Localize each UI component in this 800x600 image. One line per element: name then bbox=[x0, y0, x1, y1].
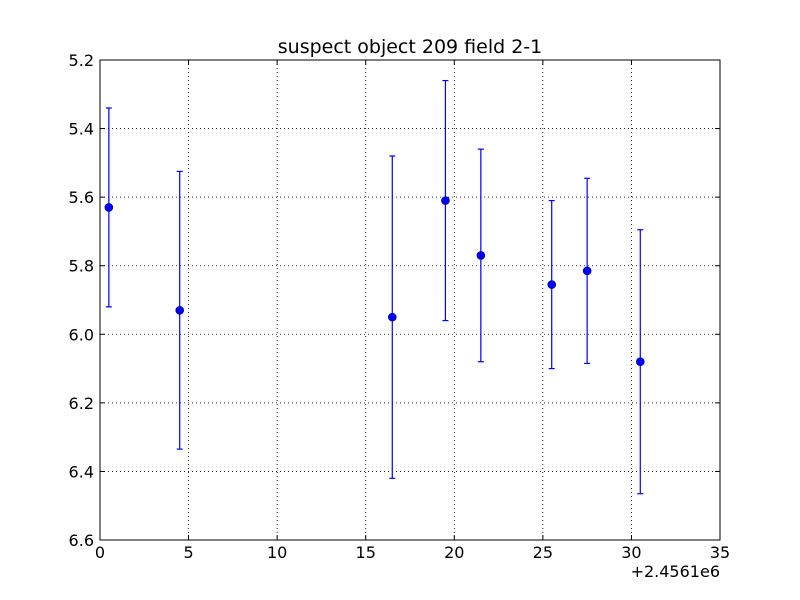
data-series bbox=[104, 79, 645, 495]
x-tick-label: 5 bbox=[183, 543, 193, 562]
data-point bbox=[476, 251, 486, 260]
y-tick-label: 6.4 bbox=[69, 462, 94, 481]
y-tick-label: 5.6 bbox=[69, 188, 94, 207]
y-tick-label: 5.2 bbox=[69, 51, 94, 70]
plot-frame bbox=[99, 59, 721, 541]
data-point bbox=[547, 280, 557, 289]
x-tick-label: 20 bbox=[444, 543, 464, 562]
chart-title: suspect object 209 field 2-1 bbox=[278, 36, 543, 58]
data-point bbox=[104, 203, 114, 212]
y-tick-label: 6.6 bbox=[69, 531, 94, 550]
data-point bbox=[635, 357, 645, 367]
x-tick-label: 0 bbox=[95, 543, 105, 562]
x-tick-label: 10 bbox=[267, 543, 287, 562]
x-tick-label: 30 bbox=[621, 543, 641, 562]
x-tick-label: 15 bbox=[356, 543, 376, 562]
y-tick-label: 5.4 bbox=[69, 120, 94, 139]
data-point bbox=[175, 305, 185, 315]
plot-area bbox=[100, 60, 720, 540]
x-offset-label: +2.4561e6 bbox=[631, 562, 720, 581]
x-tick-label: 35 bbox=[710, 543, 730, 562]
data-point bbox=[441, 196, 450, 205]
x-tick-label: 25 bbox=[533, 543, 553, 562]
data-point bbox=[582, 266, 592, 276]
grid bbox=[100, 60, 720, 540]
y-tick-label: 6.2 bbox=[69, 394, 94, 413]
axis-ticks: 0 5 10 15 20 25 30 35 5.2 5.4 5.6 5.8 6.0 6.2 6.4 6.6 bbox=[69, 51, 731, 562]
y-tick-label: 6.0 bbox=[69, 325, 94, 344]
data-point bbox=[387, 312, 397, 322]
y-tick-label: 5.8 bbox=[69, 257, 94, 276]
